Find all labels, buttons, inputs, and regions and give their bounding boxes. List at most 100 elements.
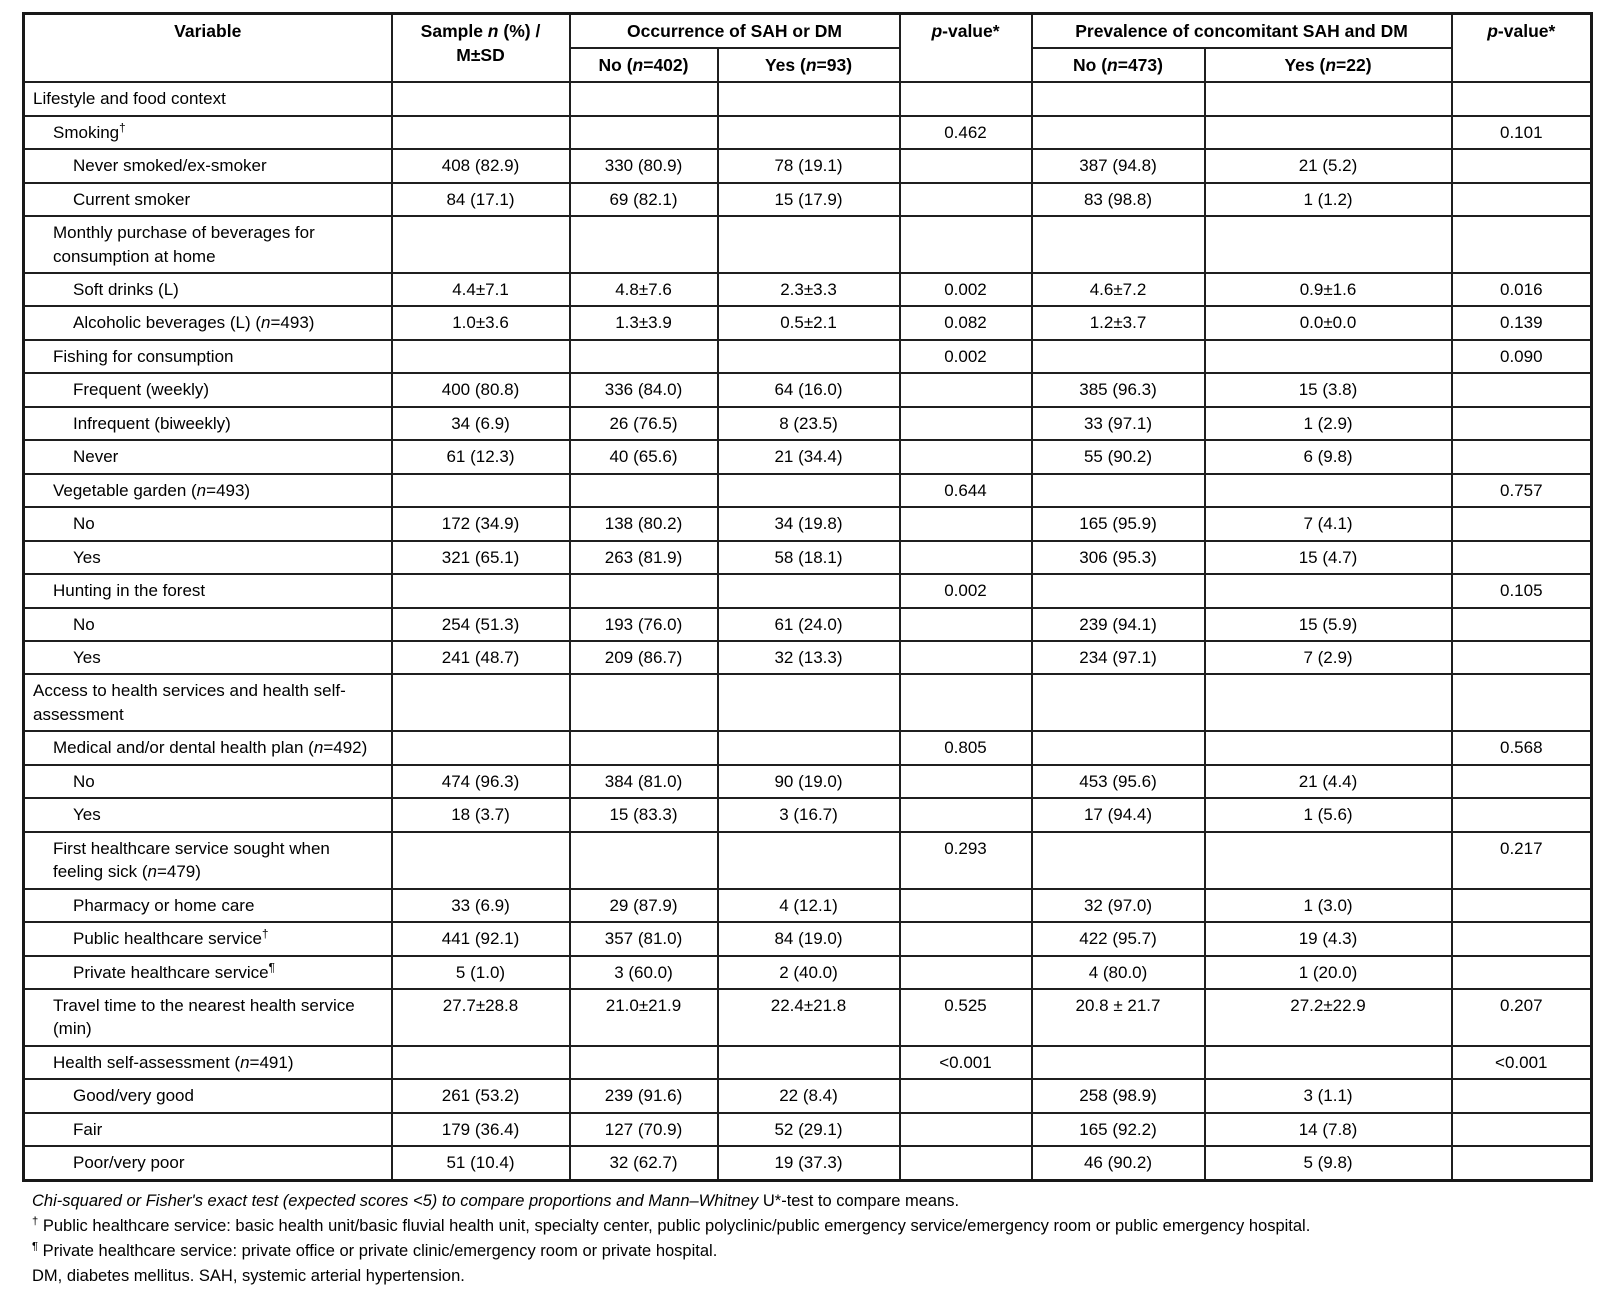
prevalence-yes-cell: 1 (5.6) — [1203, 797, 1453, 833]
occurrence-no-cell: 3 (60.0) — [568, 954, 719, 990]
pvalue-occurrence-cell — [898, 506, 1033, 542]
col-header-occurrence-no: No (n=402) — [568, 47, 719, 84]
prevalence-no-cell: 239 (94.1) — [1030, 606, 1206, 642]
pvalue-occurrence-cell — [898, 639, 1033, 676]
occurrence-yes-cell — [716, 338, 901, 375]
table-row: Monthly purchase of beverages for consum… — [22, 215, 1593, 274]
prevalence-no-cell: 165 (92.2) — [1030, 1111, 1206, 1148]
table-row: Vegetable garden (n=493) 0.644 0.757 — [22, 472, 1593, 509]
occurrence-yes-cell: 90 (19.0) — [716, 763, 901, 800]
prevalence-yes-cell — [1203, 114, 1453, 151]
pvalue-prevalence-cell — [1450, 954, 1593, 990]
variable-cell: Soft drinks (L) — [22, 271, 393, 308]
prevalence-yes-cell — [1203, 215, 1453, 274]
table-row: Yes 241 (48.7) 209 (86.7) 32 (13.3) 234 (97.… — [22, 639, 1593, 676]
occurrence-no-cell — [568, 673, 719, 733]
occurrence-no-cell: 29 (87.9) — [568, 887, 719, 924]
occurrence-yes-cell: 32 (13.3) — [716, 639, 901, 676]
prevalence-yes-cell: 1 (1.2) — [1203, 181, 1453, 218]
pvalue-occurrence-cell — [898, 1111, 1033, 1148]
sample-cell — [390, 215, 571, 274]
pvalue-prevalence-cell — [1450, 148, 1593, 184]
prevalence-no-cell — [1030, 730, 1206, 766]
table-row: Pharmacy or home care 33 (6.9) 29 (87.9) 4 … — [22, 887, 1593, 924]
prevalence-no-cell — [1030, 1044, 1206, 1081]
pvalue-occurrence-cell — [898, 673, 1033, 733]
footnote: † Public healthcare service: basic healt… — [32, 1215, 1311, 1235]
table-row: Hunting in the forest 0.002 0.105 — [22, 573, 1593, 609]
prevalence-no-cell: 20.8 ± 21.7 — [1030, 987, 1206, 1047]
variable-cell: Never smoked/ex-smoker — [22, 148, 393, 184]
occurrence-yes-cell: 19 (37.3) — [716, 1145, 901, 1182]
pvalue-occurrence-cell: 0.805 — [898, 730, 1033, 766]
occurrence-no-cell: 26 (76.5) — [568, 405, 719, 442]
pvalue-prevalence-cell — [1450, 506, 1593, 542]
table-row: Good/very good 261 (53.2) 239 (91.6) 22 (8.… — [22, 1078, 1593, 1114]
col-header-occurrence-yes: Yes (n=93) — [716, 47, 901, 84]
occurrence-no-cell: 336 (84.0) — [568, 372, 719, 408]
pvalue-occurrence-cell — [898, 763, 1033, 800]
variable-cell: Access to health services and health sel… — [22, 673, 393, 733]
pvalue-occurrence-cell — [898, 215, 1033, 274]
prevalence-no-cell — [1030, 673, 1206, 733]
table-row: No 172 (34.9) 138 (80.2) 34 (19.8) 165 (95.9… — [22, 506, 1593, 542]
variable-cell: Travel time to the nearest health servic… — [22, 987, 393, 1047]
pvalue-prevalence-cell: 0.139 — [1450, 305, 1593, 341]
table-row: Fair 179 (36.4) 127 (70.9) 52 (29.1) 165 (92… — [22, 1111, 1593, 1148]
prevalence-no-cell: 387 (94.8) — [1030, 148, 1206, 184]
prevalence-no-cell — [1030, 830, 1206, 890]
occurrence-yes-cell: 34 (19.8) — [716, 506, 901, 542]
pvalue-occurrence-cell — [898, 606, 1033, 642]
occurrence-yes-cell: 15 (17.9) — [716, 181, 901, 218]
occurrence-yes-cell: 22 (8.4) — [716, 1078, 901, 1114]
occurrence-yes-cell: 64 (16.0) — [716, 372, 901, 408]
occurrence-no-cell: 1.3±3.9 — [568, 305, 719, 341]
sample-cell: 33 (6.9) — [390, 887, 571, 924]
sample-cell: 18 (3.7) — [390, 797, 571, 833]
sample-cell: 241 (48.7) — [390, 639, 571, 676]
sample-cell: 84 (17.1) — [390, 181, 571, 218]
occurrence-yes-cell: 3 (16.7) — [716, 797, 901, 833]
prevalence-yes-cell: 3 (1.1) — [1203, 1078, 1453, 1114]
variable-cell: Frequent (weekly) — [22, 372, 393, 408]
table-row: Never smoked/ex-smoker 408 (82.9) 330 (80.… — [22, 148, 1593, 184]
pvalue-prevalence-cell — [1450, 1111, 1593, 1148]
prevalence-no-cell — [1030, 338, 1206, 375]
occurrence-no-cell: 15 (83.3) — [568, 797, 719, 833]
pvalue-occurrence-cell — [898, 181, 1033, 218]
occurrence-yes-cell: 78 (19.1) — [716, 148, 901, 184]
table-row: Never 61 (12.3) 40 (65.6) 21 (34.4) 55 (90.2… — [22, 439, 1593, 475]
pvalue-occurrence-cell — [898, 921, 1033, 957]
occurrence-no-cell: 209 (86.7) — [568, 639, 719, 676]
variable-cell: Medical and/or dental health plan (n=492… — [22, 730, 393, 766]
occurrence-no-cell: 69 (82.1) — [568, 181, 719, 218]
occurrence-yes-cell — [716, 215, 901, 274]
occurrence-yes-cell — [716, 573, 901, 609]
variable-cell: No — [22, 506, 393, 542]
footnote: Chi-squared or Fisher's exact test (expe… — [32, 1191, 960, 1210]
variable-cell: First healthcare service sought when fee… — [22, 830, 393, 890]
occurrence-no-cell: 357 (81.0) — [568, 921, 719, 957]
occurrence-no-cell: 32 (62.7) — [568, 1145, 719, 1182]
occurrence-no-cell: 330 (80.9) — [568, 148, 719, 184]
prevalence-no-cell — [1030, 81, 1206, 117]
pvalue-occurrence-cell: 0.002 — [898, 573, 1033, 609]
variable-cell: Current smoker — [22, 181, 393, 218]
pvalue-occurrence-cell — [898, 1145, 1033, 1182]
variable-cell: Private healthcare service¶ — [22, 954, 393, 990]
pvalue-occurrence-cell — [898, 887, 1033, 924]
prevalence-yes-cell — [1203, 338, 1453, 375]
occurrence-no-cell — [568, 830, 719, 890]
occurrence-yes-cell: 0.5±2.1 — [716, 305, 901, 341]
pvalue-prevalence-cell — [1450, 372, 1593, 408]
prevalence-yes-cell: 0.0±0.0 — [1203, 305, 1453, 341]
variable-cell: Yes — [22, 639, 393, 676]
prevalence-no-cell: 33 (97.1) — [1030, 405, 1206, 442]
table-row: Public healthcare service† 441 (92.1) 357 … — [22, 921, 1593, 957]
table-row: Frequent (weekly) 400 (80.8) 336 (84.0) 64 … — [22, 372, 1593, 408]
variable-cell: Public healthcare service† — [22, 921, 393, 957]
pvalue-occurrence-cell — [898, 405, 1033, 442]
table-row: Soft drinks (L) 4.4±7.1 4.8±7.6 2.3±3.3 0.00… — [22, 271, 1593, 308]
occurrence-yes-cell: 8 (23.5) — [716, 405, 901, 442]
